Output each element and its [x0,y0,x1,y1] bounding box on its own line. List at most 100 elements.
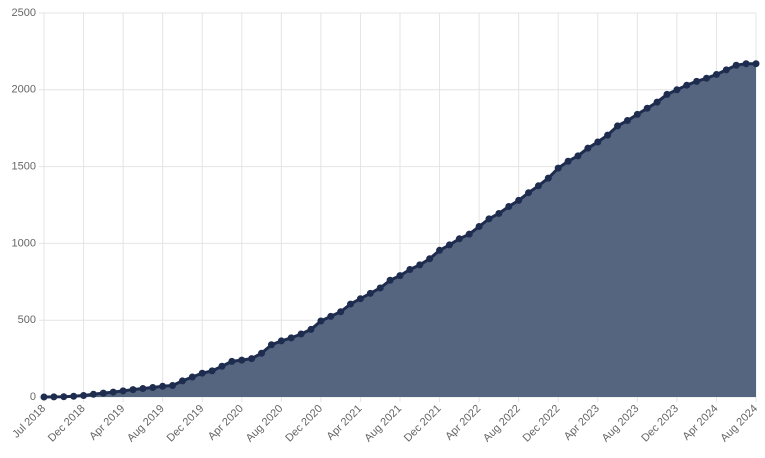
point [525,189,533,197]
point [436,246,444,254]
point [70,392,78,400]
x-tick-label: Dec 2023 [639,403,681,445]
y-tick-label: 1500 [12,161,36,173]
point [722,66,730,74]
point [198,369,206,377]
point [564,157,572,165]
point [287,334,295,342]
point [732,61,740,69]
x-tick-label: Apr 2020 [206,403,246,443]
area [44,63,756,398]
point [653,98,661,106]
point [277,337,285,345]
x-tick-label: Aug 2024 [718,403,760,445]
point [505,203,513,211]
point [406,266,414,274]
point [60,393,68,401]
x-tick-label: Apr 2023 [562,403,602,443]
point [712,70,720,78]
point [218,362,226,370]
point [416,261,424,269]
point [159,382,167,390]
x-tick-label: Aug 2021 [362,403,404,445]
x-tick-label: Dec 2022 [521,403,563,445]
point [89,390,97,398]
x-tick-label: Aug 2022 [481,403,523,445]
point [327,312,335,320]
point [495,209,503,217]
point [109,388,117,396]
point [584,144,592,152]
point [554,164,562,172]
x-tick-label: Dec 2018 [46,403,88,445]
point [50,393,58,401]
point [317,317,325,325]
x-tick-label: Apr 2019 [87,403,127,443]
point [703,74,711,82]
point [594,138,602,146]
point [267,341,275,349]
y-tick-label: 2500 [12,7,36,19]
y-tick-label: 500 [18,314,36,326]
x-tick-label: Aug 2023 [600,403,642,445]
point [742,60,750,68]
point [99,389,107,397]
x-tick-label: Dec 2021 [402,403,444,445]
point [604,131,612,139]
x-tick-label: Aug 2020 [244,403,286,445]
point [80,391,88,399]
x-tick-label: Dec 2020 [283,403,325,445]
y-tick-label: 0 [30,391,36,403]
point [386,276,394,284]
x-tick-label: Apr 2024 [681,403,721,443]
point [347,300,355,308]
point [119,387,127,395]
y-tick-label: 2000 [12,84,36,96]
point [178,377,186,385]
point [663,90,671,98]
point [475,223,483,231]
point [693,77,701,85]
y-tick-label: 1000 [12,237,36,249]
point [485,215,493,223]
point [238,356,246,364]
point [129,386,137,394]
x-tick-label: Jul 2018 [10,403,48,441]
point [228,357,236,365]
point [515,196,523,204]
point [258,349,266,357]
point [614,122,622,130]
x-tick-label: Aug 2019 [125,403,167,445]
point [139,385,147,393]
point [445,241,453,249]
point [337,308,345,316]
point [356,295,364,303]
point [752,60,760,68]
point [297,330,305,338]
point [633,110,641,118]
point [376,284,384,292]
point [574,152,582,160]
point [534,182,542,190]
point [366,289,374,297]
point [188,373,196,381]
x-tick-label: Dec 2019 [165,403,207,445]
point [40,393,48,401]
point [544,174,552,182]
x-tick-label: Apr 2021 [325,403,365,443]
point [643,104,651,112]
point [396,272,404,280]
point [248,355,256,363]
point [208,367,216,375]
point [683,81,691,89]
point [673,86,681,94]
point [455,235,463,243]
point [307,325,315,333]
point [149,383,157,391]
point [169,381,177,389]
point [426,255,434,263]
x-tick-label: Apr 2022 [443,403,483,443]
point [623,117,631,125]
point [465,230,473,238]
